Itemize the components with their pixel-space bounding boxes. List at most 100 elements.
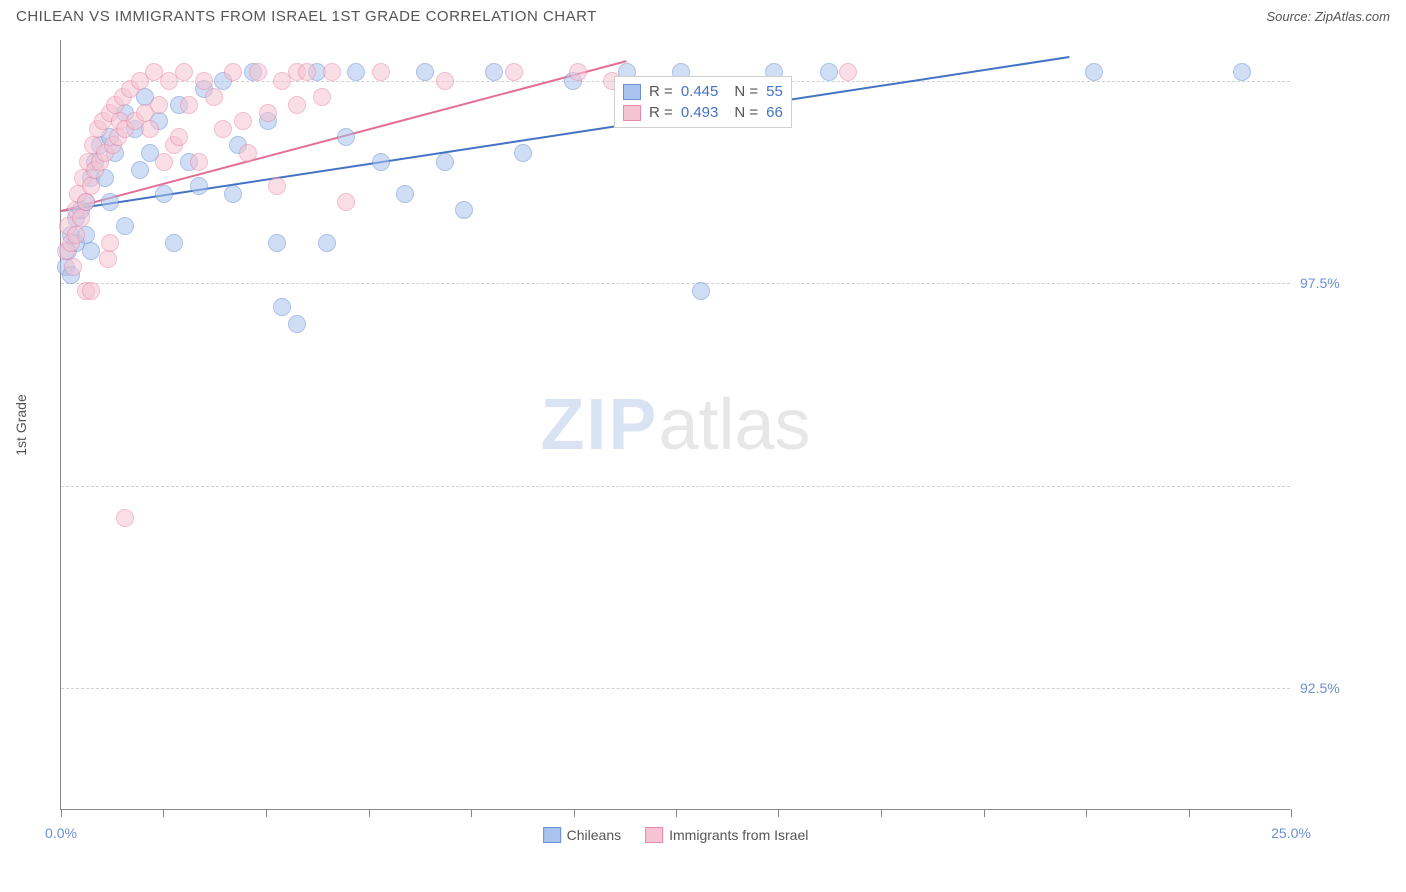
data-point: [224, 185, 242, 203]
data-point: [214, 120, 232, 138]
data-point: [131, 161, 149, 179]
source-prefix: Source:: [1266, 9, 1314, 24]
data-point: [155, 153, 173, 171]
gridline: [61, 688, 1290, 689]
x-tick: [778, 809, 779, 817]
r-value: 0.445: [681, 83, 719, 100]
data-point: [180, 96, 198, 114]
series-swatch: [623, 105, 641, 121]
data-point: [234, 112, 252, 130]
x-tick: [1086, 809, 1087, 817]
source-name: ZipAtlas.com: [1315, 9, 1390, 24]
data-point: [514, 144, 532, 162]
data-point: [170, 128, 188, 146]
n-value: 66: [766, 104, 783, 121]
data-point: [224, 63, 242, 81]
data-point: [323, 63, 341, 81]
data-point: [116, 509, 134, 527]
watermark-zip: ZIP: [540, 385, 658, 465]
data-point: [64, 258, 82, 276]
data-point: [337, 128, 355, 146]
data-point: [141, 120, 159, 138]
x-tick: [1189, 809, 1190, 817]
data-point: [318, 234, 336, 252]
data-point: [436, 153, 454, 171]
source-attribution: Source: ZipAtlas.com: [1266, 9, 1390, 24]
x-tick: [61, 809, 62, 817]
y-tick-label: 97.5%: [1300, 275, 1370, 291]
data-point: [205, 88, 223, 106]
stats-row: R = 0.493 N = 66: [623, 102, 783, 123]
data-point: [273, 298, 291, 316]
data-point: [195, 72, 213, 90]
legend-item: Immigrants from Israel: [645, 827, 808, 843]
x-tick: [984, 809, 985, 817]
data-point: [67, 226, 85, 244]
data-point: [165, 234, 183, 252]
data-point: [175, 63, 193, 81]
data-point: [259, 104, 277, 122]
data-point: [268, 177, 286, 195]
x-tick: [881, 809, 882, 817]
x-tick: [676, 809, 677, 817]
data-point: [82, 282, 100, 300]
n-value: 55: [766, 83, 783, 100]
data-point: [99, 250, 117, 268]
data-point: [77, 193, 95, 211]
data-point: [820, 63, 838, 81]
data-point: [101, 193, 119, 211]
legend-label: Chileans: [567, 827, 621, 843]
n-label: N =: [734, 104, 758, 121]
r-label: R =: [649, 83, 673, 100]
watermark: ZIPatlas: [540, 384, 810, 466]
data-point: [82, 242, 100, 260]
watermark-atlas: atlas: [658, 385, 810, 465]
r-value: 0.493: [681, 104, 719, 121]
data-point: [337, 193, 355, 211]
r-label: R =: [649, 104, 673, 121]
gridline: [61, 283, 1290, 284]
data-point: [372, 63, 390, 81]
x-tick: [369, 809, 370, 817]
data-point: [72, 209, 90, 227]
stats-row: R = 0.445 N = 55: [623, 81, 783, 102]
data-point: [190, 153, 208, 171]
data-point: [249, 63, 267, 81]
data-point: [298, 63, 316, 81]
data-point: [485, 63, 503, 81]
y-tick-label: 92.5%: [1300, 680, 1370, 696]
data-point: [505, 63, 523, 81]
x-tick-label: 0.0%: [45, 825, 77, 841]
data-point: [288, 315, 306, 333]
data-point: [436, 72, 454, 90]
data-point: [101, 234, 119, 252]
data-point: [116, 217, 134, 235]
data-point: [1233, 63, 1251, 81]
data-point: [455, 201, 473, 219]
data-point: [839, 63, 857, 81]
data-point: [239, 144, 257, 162]
series-swatch: [623, 84, 641, 100]
legend-label: Immigrants from Israel: [669, 827, 808, 843]
data-point: [288, 96, 306, 114]
data-point: [372, 153, 390, 171]
scatter-chart: 1st Grade ZIPatlas ChileansImmigrants fr…: [60, 40, 1290, 810]
y-axis-label: 1st Grade: [13, 394, 29, 455]
data-point: [347, 63, 365, 81]
x-tick: [266, 809, 267, 817]
x-tick-label: 25.0%: [1271, 825, 1311, 841]
gridline: [61, 486, 1290, 487]
data-point: [155, 185, 173, 203]
data-point: [416, 63, 434, 81]
data-point: [190, 177, 208, 195]
x-tick: [163, 809, 164, 817]
data-point: [569, 63, 587, 81]
legend-swatch: [543, 827, 561, 843]
x-tick: [574, 809, 575, 817]
data-point: [150, 96, 168, 114]
chart-title: CHILEAN VS IMMIGRANTS FROM ISRAEL 1ST GR…: [16, 8, 597, 25]
data-point: [396, 185, 414, 203]
n-label: N =: [734, 83, 758, 100]
data-point: [692, 282, 710, 300]
data-point: [82, 177, 100, 195]
